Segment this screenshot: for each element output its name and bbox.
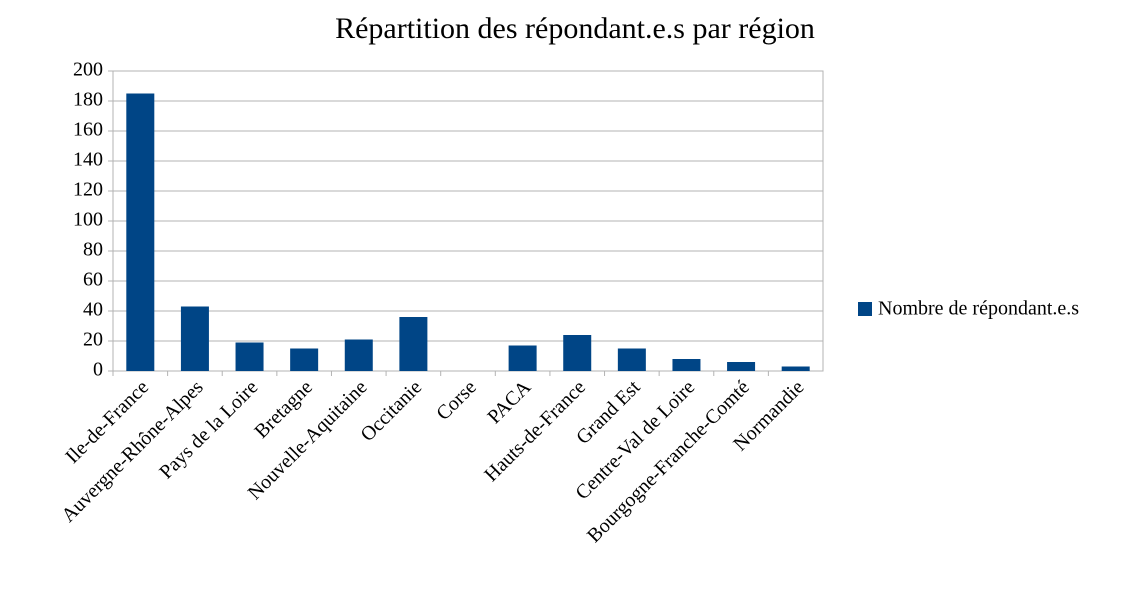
x-tick-label: Corse (432, 376, 481, 425)
bar (781, 366, 810, 371)
y-tick-label: 40 (83, 299, 103, 321)
bar (617, 348, 646, 371)
x-tick-label: Occitanie (356, 376, 426, 446)
legend-label: Nombre de répondant.e.s (878, 298, 1079, 320)
y-tick-label: 180 (73, 89, 103, 111)
bar (563, 335, 592, 371)
y-tick-label: 20 (83, 329, 103, 351)
y-tick-label: 60 (83, 269, 103, 291)
bar (727, 362, 756, 371)
bar (508, 345, 537, 371)
x-tick-label: PACA (483, 376, 535, 428)
bar (235, 342, 264, 371)
bar (290, 348, 319, 371)
plot-border (112, 70, 824, 372)
bar (344, 339, 373, 371)
chart-title: Répartition des répondant.e.s par région (335, 12, 815, 45)
bar (126, 93, 155, 371)
y-tick-label: 120 (73, 179, 103, 201)
y-tick-label: 160 (73, 119, 103, 141)
y-tick-label: 100 (73, 209, 103, 231)
y-tick-label: 140 (73, 149, 103, 171)
bar (180, 306, 209, 371)
bar (672, 359, 701, 371)
y-tick-label: 80 (83, 239, 103, 261)
bar (399, 317, 428, 371)
x-tick-label: Pays de la Loire (155, 376, 262, 483)
legend-swatch (858, 302, 872, 316)
y-tick-label: 0 (93, 359, 103, 381)
y-tick-label: 200 (73, 59, 103, 81)
